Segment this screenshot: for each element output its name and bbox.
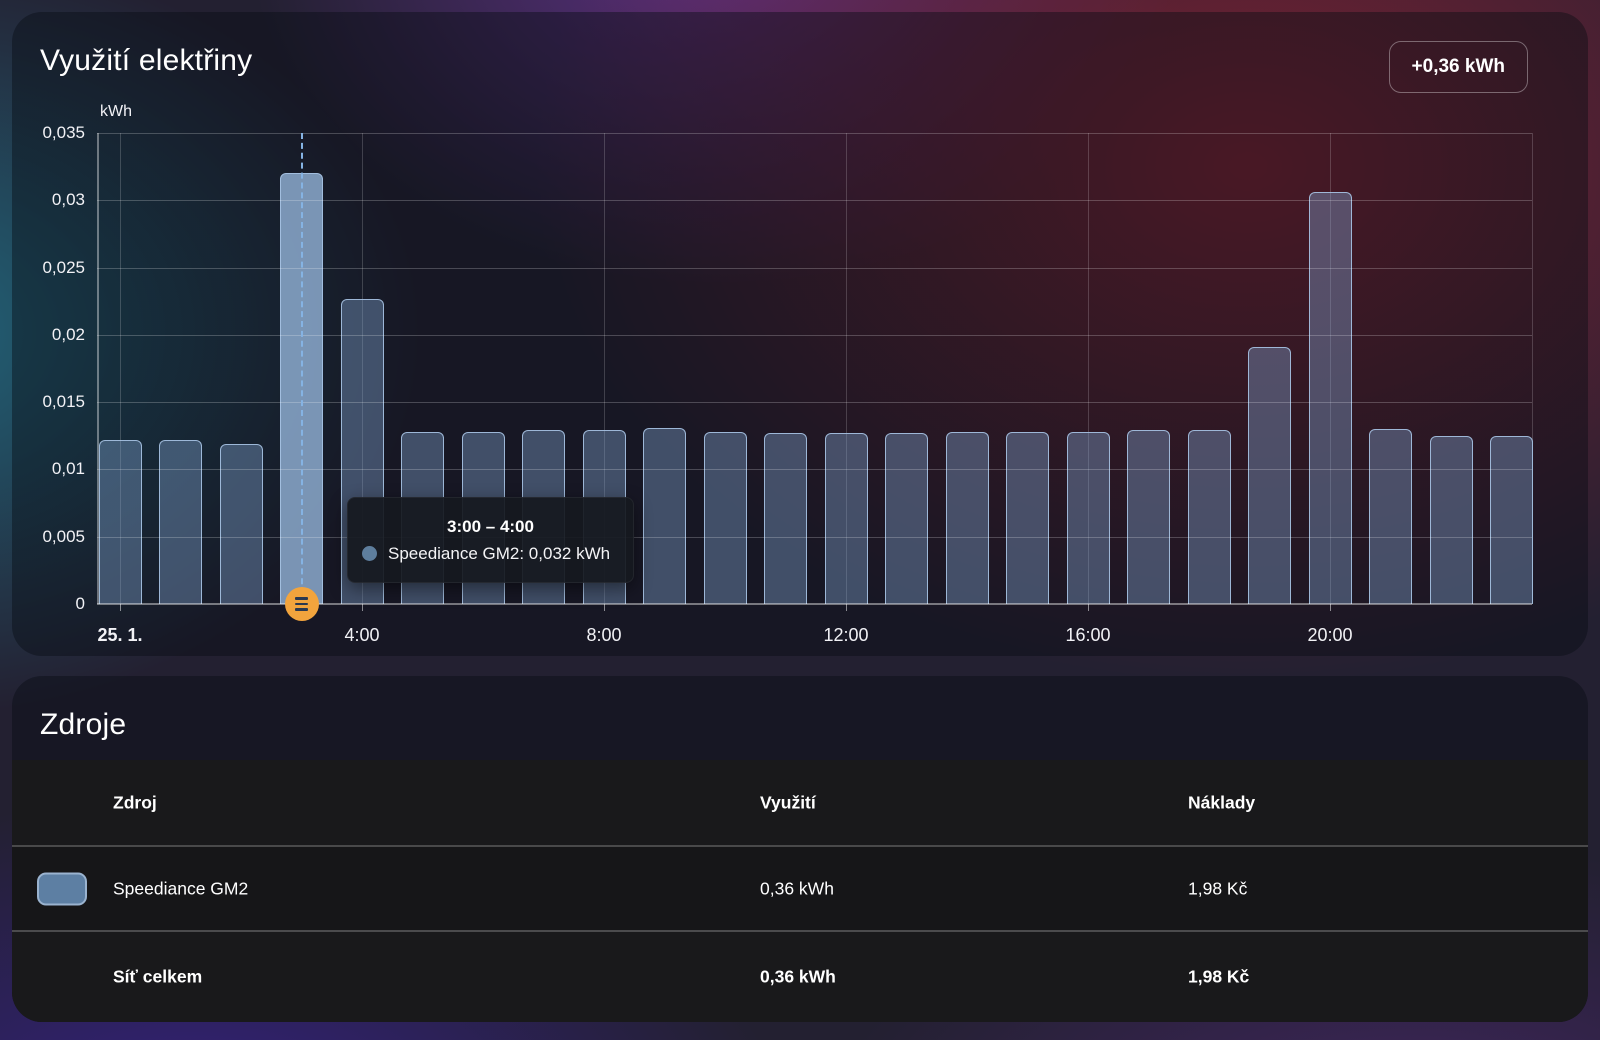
gridline-vertical xyxy=(846,133,847,604)
gridline-horizontal xyxy=(97,267,1532,269)
x-axis-tick-label: 12:00 xyxy=(823,625,869,645)
row-usage-value: 0,36 kWh xyxy=(760,878,834,898)
header-source: Zdroj xyxy=(113,792,157,812)
gridline-horizontal xyxy=(97,133,1532,134)
table-row-grid-total: Síť celkem 0,36 kWh 1,98 Kč xyxy=(12,930,1588,1022)
total-row-cost-value: 1,98 Kč xyxy=(1188,966,1250,987)
gridline-horizontal xyxy=(97,200,1532,202)
tooltip-entry-text: Speediance GM2: 0,032 kWh xyxy=(388,543,611,563)
x-axis-tick-mark xyxy=(846,604,847,611)
usage-bar[interactable] xyxy=(1248,346,1291,604)
usage-bar[interactable] xyxy=(1429,435,1473,604)
usage-bar[interactable] xyxy=(159,439,202,604)
series-color-swatch xyxy=(37,872,87,905)
series-bullet-icon xyxy=(362,546,377,561)
y-axis-tick-label: 0,005 xyxy=(42,526,85,546)
usage-bar[interactable] xyxy=(219,443,263,604)
y-axis-tick-label: 0,01 xyxy=(51,459,85,479)
usage-bar[interactable] xyxy=(1490,435,1533,604)
tooltip-time-range: 3:00 – 4:00 xyxy=(447,516,534,536)
usage-bar[interactable] xyxy=(643,427,686,604)
x-axis-tick-mark xyxy=(120,604,121,611)
x-axis-tick-label: 4:00 xyxy=(344,625,380,645)
table-row-speediance: Speediance GM2 0,36 kWh 1,98 Kč xyxy=(12,845,1588,930)
header-usage: Využití xyxy=(760,792,816,812)
x-axis-tick-label: 20:00 xyxy=(1307,625,1353,645)
header-cost: Náklady xyxy=(1188,792,1256,812)
gridline-horizontal xyxy=(97,402,1532,404)
x-axis-tick-mark xyxy=(1088,604,1089,611)
row-cost-value: 1,98 Kč xyxy=(1188,878,1248,898)
y-axis-tick-label: 0,03 xyxy=(51,190,85,210)
card-title-electricity-usage: Využití elektřiny xyxy=(40,44,253,77)
usage-bar[interactable] xyxy=(703,431,747,604)
total-row-label: Síť celkem xyxy=(113,966,203,987)
x-axis-tick-label: 8:00 xyxy=(586,625,622,645)
gridline-vertical xyxy=(120,133,121,604)
electricity-usage-card: Využití elektřiny +0,36 kWh kWh 3:00 – 4… xyxy=(12,12,1588,656)
gridline-vertical xyxy=(1088,133,1089,604)
usage-bar[interactable] xyxy=(1066,431,1110,604)
y-axis-line xyxy=(97,133,99,604)
selected-hour-dashed-line xyxy=(300,133,303,604)
total-row-usage-value: 0,36 kWh xyxy=(760,966,836,987)
usage-bar[interactable] xyxy=(1127,430,1170,604)
x-axis-tick-mark xyxy=(362,604,363,611)
x-axis-tick-label: 25. 1. xyxy=(97,625,143,645)
total-usage-badge: +0,36 kWh xyxy=(1388,41,1528,93)
y-axis-tick-label: 0,035 xyxy=(42,123,85,142)
y-axis-tick-label: 0,02 xyxy=(51,324,85,344)
y-axis-unit-label: kWh xyxy=(100,103,132,120)
usage-bar[interactable] xyxy=(885,433,928,604)
usage-bar[interactable] xyxy=(945,431,989,604)
tooltip-entry: Speediance GM2: 0,032 kWh xyxy=(362,544,619,564)
sources-table: Zdroj Využití Náklady Speediance GM2 0,3… xyxy=(12,760,1588,1022)
usage-bar-chart: kWh 3:00 – 4:00 Speediance GM2: 0,032 kW… xyxy=(42,103,1533,645)
usage-bar[interactable] xyxy=(764,433,807,604)
usage-bar[interactable] xyxy=(98,439,142,604)
x-axis-tick-mark xyxy=(1330,604,1331,611)
usage-bar[interactable] xyxy=(1006,431,1049,604)
usage-bar[interactable] xyxy=(824,433,868,604)
x-axis-line xyxy=(97,603,1532,605)
usage-bar[interactable] xyxy=(1369,429,1412,604)
chart-tooltip: 3:00 – 4:00 Speediance GM2: 0,032 kWh xyxy=(347,497,634,583)
gridline-vertical xyxy=(362,133,363,604)
y-axis-tick-label: 0 xyxy=(75,594,85,613)
gridline-horizontal xyxy=(97,536,1532,538)
gridline-vertical xyxy=(604,133,605,604)
gridline-horizontal xyxy=(97,334,1532,336)
usage-bar[interactable] xyxy=(1308,192,1352,604)
x-axis-tick-label: 16:00 xyxy=(1065,625,1111,645)
y-axis-tick-label: 0,025 xyxy=(42,257,85,277)
y-axis-tick-label: 0,015 xyxy=(42,392,85,412)
x-axis-tick-mark xyxy=(604,604,605,611)
selected-hour-marker[interactable] xyxy=(284,587,319,621)
row-source-name: Speediance GM2 xyxy=(113,878,249,898)
gridline-horizontal xyxy=(97,469,1532,471)
card-title-sources: Zdroje xyxy=(40,708,127,741)
sources-card: Zdroje Zdroj Využití Náklady Speediance … xyxy=(12,676,1588,1022)
gridline-vertical xyxy=(1330,133,1331,604)
usage-bar[interactable] xyxy=(1187,430,1231,604)
sources-table-header-row: Zdroj Využití Náklady xyxy=(12,760,1588,845)
plot-right-border xyxy=(1532,133,1533,604)
